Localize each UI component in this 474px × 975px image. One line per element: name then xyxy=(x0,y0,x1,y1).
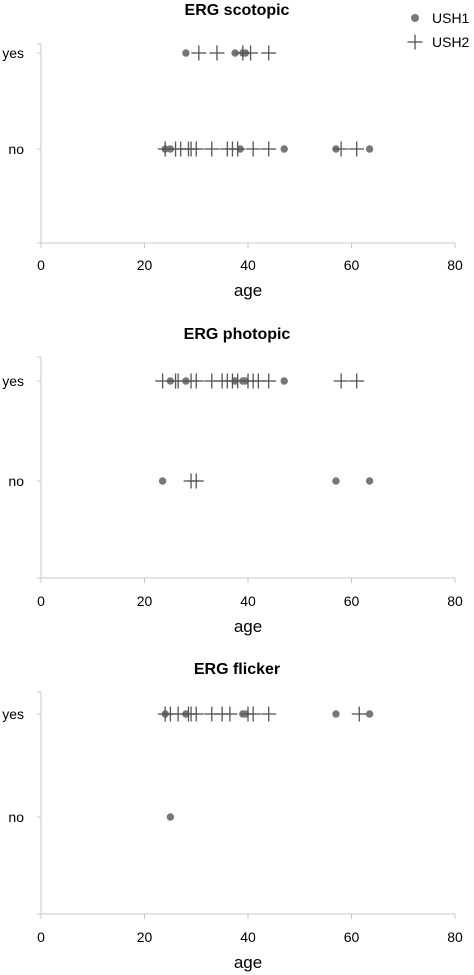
data-point-ush1 xyxy=(365,145,374,153)
data-point-ush2 xyxy=(333,141,349,157)
data-point-ush2 xyxy=(349,373,365,389)
y-tick-label-yes: yes xyxy=(2,706,24,722)
data-point-ush1 xyxy=(280,145,288,153)
legend-label-ush1: USH1 xyxy=(432,10,470,26)
data-point-ush2 xyxy=(188,473,204,489)
x-tick-label: 80 xyxy=(447,929,463,945)
data-point-ush2 xyxy=(155,373,171,389)
x-tick-label: 60 xyxy=(344,929,360,945)
data-point-ush2 xyxy=(261,45,277,61)
data-point-ush2 xyxy=(209,45,225,61)
y-tick-label-no: no xyxy=(8,809,24,825)
x-tick-label: 80 xyxy=(447,593,463,609)
chart-panel-3: ERG flicker 0 20 40 60 80 yes no age xyxy=(2,661,463,972)
x-tick-label: 40 xyxy=(240,257,256,273)
data-point-ush2 xyxy=(261,706,277,722)
data-point-ush2 xyxy=(245,141,261,157)
data-point-ush1 xyxy=(231,49,239,57)
y-tick-label-no: no xyxy=(8,473,24,489)
y-tick-label-no: no xyxy=(8,141,24,157)
y-tick-label-yes: yes xyxy=(2,373,24,389)
x-tick-label: 20 xyxy=(137,593,153,609)
data-point-ush2 xyxy=(245,706,261,722)
data-point-ush1 xyxy=(365,477,374,485)
chart-panel-2: ERG photopic 0 20 40 60 80 yes no age xyxy=(2,326,463,636)
x-tick-label: 0 xyxy=(37,929,45,945)
data-point-ush2 xyxy=(349,141,365,157)
data-point-ush1 xyxy=(182,49,190,57)
data-point-ush2 xyxy=(191,45,207,61)
data-point-ush2 xyxy=(188,141,204,157)
x-axis-label: age xyxy=(234,953,262,972)
x-tick-label: 80 xyxy=(447,257,463,273)
data-point-ush1 xyxy=(332,477,340,485)
data-point-ush1 xyxy=(365,710,374,718)
x-tick-label: 40 xyxy=(240,593,256,609)
x-tick-label: 20 xyxy=(137,929,153,945)
data-point-ush2 xyxy=(230,141,246,157)
data-point-ush2 xyxy=(188,373,204,389)
chart-title: ERG scotopic xyxy=(185,2,290,19)
legend: USH1 USH2 xyxy=(407,10,470,50)
y-tick-label-yes: yes xyxy=(2,45,24,61)
data-point-ush2 xyxy=(243,45,259,61)
data-point-ush2 xyxy=(261,141,277,157)
data-point-ush2 xyxy=(333,373,349,389)
data-point-ush2 xyxy=(351,706,367,722)
legend-marker-ush1 xyxy=(411,14,419,22)
data-point-ush2 xyxy=(188,706,204,722)
x-tick-label: 40 xyxy=(240,929,256,945)
x-axis-label: age xyxy=(234,617,262,636)
x-axis-label: age xyxy=(234,281,262,300)
legend-label-ush2: USH2 xyxy=(432,34,470,50)
data-point-ush1 xyxy=(158,477,167,485)
data-point-ush2 xyxy=(222,706,238,722)
data-point-ush1 xyxy=(166,813,175,821)
x-tick-label: 20 xyxy=(137,257,153,273)
chart-title: ERG flicker xyxy=(194,661,280,678)
data-point-ush1 xyxy=(280,377,288,385)
data-point-ush2 xyxy=(170,373,186,389)
x-tick-label: 0 xyxy=(37,257,45,273)
x-tick-label: 0 xyxy=(37,593,45,609)
x-tick-label: 60 xyxy=(344,257,360,273)
data-point-ush1 xyxy=(332,710,340,718)
data-point-ush2 xyxy=(204,141,220,157)
chart-title: ERG photopic xyxy=(184,326,291,343)
x-tick-label: 60 xyxy=(344,593,360,609)
data-point-ush2 xyxy=(261,373,277,389)
legend-marker-ush2 xyxy=(407,34,423,50)
chart-panel-1: ERG scotopic 0 20 40 60 80 yes no age xyxy=(2,2,463,300)
